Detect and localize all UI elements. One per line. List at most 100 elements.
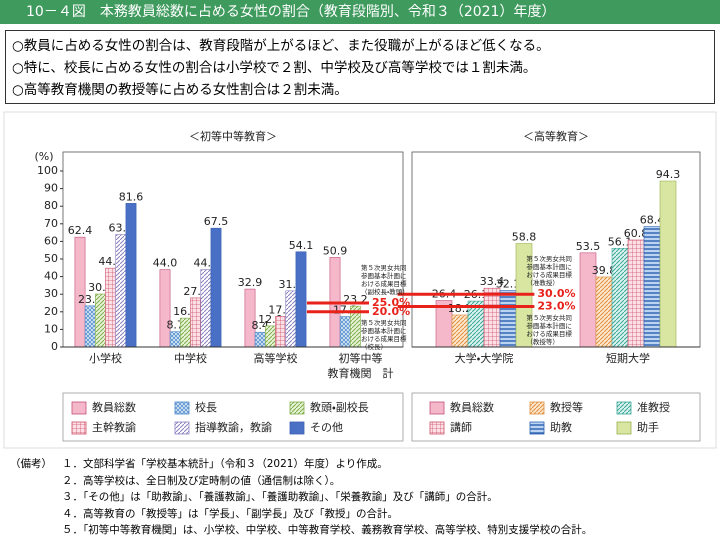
value-label: 68.4 xyxy=(640,214,665,227)
note-item: ４．高等教育の「教授等」は「学長」、「副学長」及び「教授」の合計。 xyxy=(62,507,398,520)
bar xyxy=(115,234,127,348)
value-label: 67.5 xyxy=(204,215,229,228)
value-label: 54.1 xyxy=(289,239,314,252)
legend-swatch xyxy=(174,401,190,415)
y-tick-label: 30 xyxy=(44,287,58,300)
bar xyxy=(643,226,661,348)
target-annotation: 第５次男女共同参画基本計画における成果目標（副校長・教頭） xyxy=(361,264,409,296)
legend-swatch xyxy=(429,401,445,415)
legend-label: 教員総数 xyxy=(450,400,494,414)
bar xyxy=(483,287,501,348)
summary-line: ○高等教育機関の教授等に占める女性割合は２割未満。 xyxy=(12,82,348,98)
legend-label: 助教 xyxy=(550,420,572,434)
bar xyxy=(339,316,351,348)
legend-swatch xyxy=(71,421,87,435)
legend-swatch xyxy=(616,401,632,415)
summary-box: ○教員に占める女性の割合は、教育段階が上がるほど、また役職が上がるほど低くなる。… xyxy=(5,30,715,104)
value-label: 94.3 xyxy=(656,168,681,181)
legend-label: 准教授 xyxy=(637,400,670,414)
value-label: 81.6 xyxy=(119,190,144,203)
notes-label: （備考） xyxy=(10,458,52,470)
bar xyxy=(499,290,517,348)
value-label: 32.1 xyxy=(496,278,521,291)
legend-label: その他 xyxy=(310,421,343,434)
x-tick-label: 短期大学 xyxy=(606,351,650,365)
title-bar: 10－４図 本務教員総数に占める女性の割合（教育段階別、令和３（2021）年度） xyxy=(0,0,720,24)
legend-label: 主幹教諭 xyxy=(92,420,136,434)
value-label: 53.5 xyxy=(576,240,601,253)
panel-title: ＜初等中等教育＞ xyxy=(189,129,277,143)
y-tick-label: 60 xyxy=(44,234,58,247)
y-tick-label: 0 xyxy=(51,340,58,353)
summary-line: ○特に、校長に占める女性の割合は小学校で２割、中学校及び高等学校では１割未満。 xyxy=(12,60,537,76)
legend-swatch xyxy=(174,421,190,435)
legend-swatch xyxy=(71,401,87,415)
bar xyxy=(451,314,469,348)
legend-label: 校長 xyxy=(195,400,217,414)
value-label: 8.4 xyxy=(251,319,269,332)
target-annotation: 第５次男女共同参画基本計画における成果目標（校長） xyxy=(361,318,407,351)
bar xyxy=(169,331,181,348)
y-tick-label: 100 xyxy=(37,164,58,177)
bar xyxy=(595,276,613,348)
x-tick-label: 大学・大学院 xyxy=(455,351,514,365)
legend-label: 教頭・副校長 xyxy=(310,400,369,414)
value-label: 32.9 xyxy=(238,276,263,289)
bar xyxy=(159,269,171,348)
y-tick-label: 90 xyxy=(44,182,58,195)
legend-label: 指導教諭，教諭 xyxy=(195,420,272,434)
legend-frame xyxy=(411,392,701,442)
value-label: 50.9 xyxy=(323,244,348,257)
bar xyxy=(611,247,629,348)
y-tick-label: 80 xyxy=(44,199,58,212)
target-annotation: 第５次男女共同参画基本計画における成果目標（准教授） xyxy=(526,255,572,288)
legend-frame xyxy=(62,392,404,442)
bar xyxy=(627,239,645,348)
legend-label: 助手 xyxy=(637,420,659,434)
bar xyxy=(295,251,307,348)
x-tick-label: 初等中等教育機関 計 xyxy=(328,351,394,380)
y-tick-label: 70 xyxy=(44,217,58,230)
chart-frame xyxy=(3,111,717,449)
bar xyxy=(275,316,286,348)
value-label: 8.7 xyxy=(166,319,184,332)
bar xyxy=(95,293,106,348)
x-tick-label: 中学校 xyxy=(174,351,207,365)
bar xyxy=(210,227,222,348)
legend-swatch xyxy=(289,401,305,415)
target-annotation: 第５次男女共同参画基本計画における成果目標（教授等） xyxy=(526,313,572,346)
note-item: ５．「初等中等教育機関」は、小学校、中学校、中等教育学校、義務教育学校、高等学校… xyxy=(62,524,593,536)
bar xyxy=(105,267,116,348)
value-label: 44.0 xyxy=(153,257,178,270)
bar xyxy=(180,317,191,348)
note-item: １．文部科学省「学校基本統計」（令和３（2021）年度）より作成。 xyxy=(62,458,388,470)
legend-label: 教員総数 xyxy=(92,400,136,414)
legend-swatch xyxy=(616,421,632,435)
bar xyxy=(200,269,212,348)
value-label: 39.8 xyxy=(592,264,617,277)
value-label: 62.4 xyxy=(68,224,93,237)
y-tick-label: 40 xyxy=(44,270,58,283)
bar xyxy=(254,331,266,348)
bar xyxy=(264,325,276,348)
x-tick-label: 高等学校 xyxy=(254,351,298,365)
value-label: 56.1 xyxy=(608,235,633,248)
legend-swatch xyxy=(529,421,545,435)
y-tick-label: 50 xyxy=(44,252,58,265)
legend-swatch xyxy=(289,421,305,435)
legend-swatch xyxy=(529,401,545,415)
y-tick-label: 20 xyxy=(44,305,58,318)
bar xyxy=(285,290,297,348)
value-label: 33.4 xyxy=(480,275,505,288)
target-label: 23.0% xyxy=(537,300,575,313)
legend-label: 教授等 xyxy=(550,400,583,414)
value-label: 58.8 xyxy=(512,231,537,244)
bar xyxy=(84,305,96,348)
bar xyxy=(244,288,256,348)
legend-label: 講師 xyxy=(450,420,472,434)
legend-swatch xyxy=(429,421,445,435)
note-item: ３．「その他」は「助教諭」、「養護教諭」、「養護助教諭」、「栄養教諭」及び「講師… xyxy=(62,491,498,503)
